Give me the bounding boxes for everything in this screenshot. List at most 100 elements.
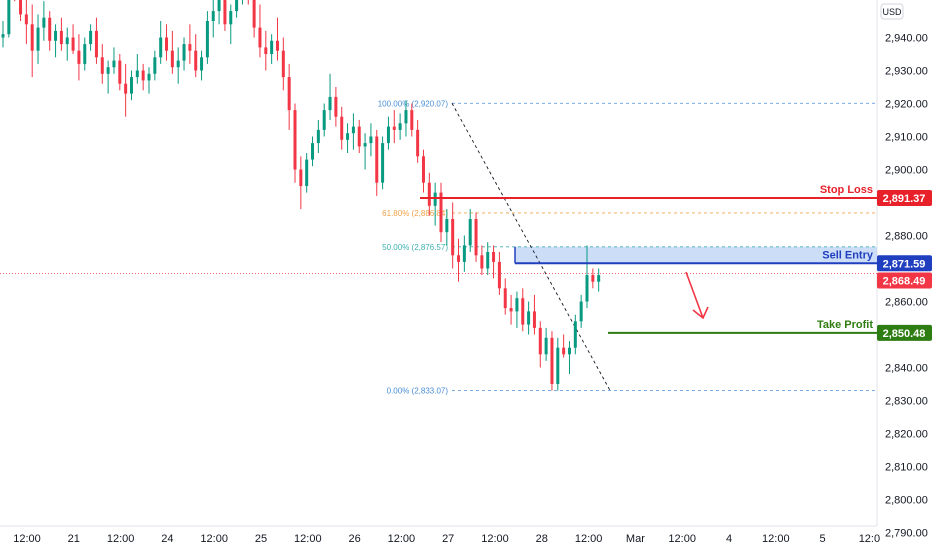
candle <box>392 110 396 144</box>
price-tick-label: 2,920.00 <box>885 99 928 111</box>
candle <box>404 100 408 137</box>
candle <box>147 67 151 94</box>
time-tick-label: 24 <box>161 533 173 545</box>
sell-entry-label: Sell Entry <box>822 249 874 261</box>
candle <box>135 54 139 84</box>
candle <box>270 34 274 64</box>
price-tick-label: 2,900.00 <box>885 165 928 177</box>
candle <box>141 63 145 91</box>
candle <box>544 327 548 361</box>
candle <box>293 103 297 183</box>
time-tick-label: 4 <box>726 533 732 545</box>
candle <box>492 245 496 279</box>
candle <box>112 47 116 74</box>
candle <box>573 314 577 355</box>
candle <box>421 149 425 193</box>
candle <box>538 321 542 368</box>
fib-level-label: 50.00% (2,876.57) <box>382 243 448 252</box>
stop-loss-price-badge <box>877 189 932 206</box>
take-profit-price-badge <box>877 324 932 341</box>
price-tick-label: 2,940.00 <box>885 33 928 45</box>
price-tick-label: 2,810.00 <box>885 462 928 474</box>
current-price-text: 2,868.49 <box>883 275 926 287</box>
candle <box>462 235 466 272</box>
time-tick-label: 26 <box>348 533 360 545</box>
time-axis[interactable]: 12:00 21 12:00 24 12:00 25 12:00 26 12:00 27 12:00… <box>0 525 880 545</box>
candle <box>357 120 361 153</box>
time-tick-label: 12:00 <box>13 533 41 545</box>
candle <box>445 209 449 246</box>
candle <box>468 209 472 252</box>
candle <box>30 4 34 78</box>
candle <box>386 116 390 150</box>
candle <box>527 301 531 335</box>
candle <box>381 136 385 190</box>
candle <box>497 252 501 295</box>
candle <box>194 34 198 78</box>
price-tick-label: 2,840.00 <box>885 363 928 375</box>
candle <box>54 24 58 58</box>
candle <box>556 337 560 391</box>
sell-entry-zone[interactable] <box>515 246 877 264</box>
time-tick-label: 12:00 <box>388 533 416 545</box>
candle <box>235 0 239 18</box>
price-tick-label: 2,830.00 <box>885 396 928 408</box>
price-tick-label: 2,930.00 <box>885 66 928 78</box>
take-profit-label: Take Profit <box>817 319 873 331</box>
candle <box>340 106 344 150</box>
current-price-badge <box>877 272 932 289</box>
candle <box>65 27 69 61</box>
candle <box>486 242 490 276</box>
candle <box>118 54 122 91</box>
candle <box>159 21 163 64</box>
candle <box>585 245 589 309</box>
candle <box>480 245 484 276</box>
candle <box>71 24 75 54</box>
candle <box>264 30 268 71</box>
candle <box>550 331 554 391</box>
candle <box>328 73 332 120</box>
candle <box>182 37 186 71</box>
take-profit-price-text: 2,850.48 <box>883 328 926 340</box>
time-tick-label: 12:00 <box>294 533 322 545</box>
candle <box>77 34 81 81</box>
candle <box>322 103 326 137</box>
time-tick-label: 5 <box>820 533 826 545</box>
candle <box>521 288 525 332</box>
fib-trend-line <box>451 103 611 391</box>
fib-level-label: 61.80% (2,886.84) <box>382 209 448 218</box>
sell-entry-price-text: 2,871.59 <box>883 258 926 270</box>
candle <box>211 0 215 38</box>
candle <box>275 17 279 61</box>
price-tick-label: 2,860.00 <box>885 297 928 309</box>
sell-entry-price-badge <box>877 255 932 272</box>
candle <box>305 153 309 193</box>
time-tick-label: 12:0 <box>859 533 880 545</box>
candle <box>474 212 478 262</box>
candle <box>439 182 443 243</box>
candle <box>94 17 98 64</box>
candle <box>509 294 513 325</box>
candle <box>229 4 233 45</box>
candle <box>311 136 315 167</box>
candles <box>1 0 601 391</box>
candle <box>165 24 169 61</box>
time-tick-label: 27 <box>442 533 454 545</box>
candle <box>375 129 379 196</box>
candle <box>597 268 601 292</box>
candle <box>363 133 367 170</box>
time-tick-label: 12:00 <box>481 533 509 545</box>
candle <box>200 50 204 81</box>
price-tick-label: 2,790.00 <box>885 528 928 540</box>
candle <box>591 268 595 289</box>
time-tick-label: 25 <box>255 533 267 545</box>
time-tick-label: 12:00 <box>575 533 603 545</box>
candle <box>258 4 262 58</box>
candle <box>24 0 28 45</box>
candle <box>83 37 87 71</box>
projection-arrow[interactable] <box>685 271 709 320</box>
candle <box>205 11 209 64</box>
candle <box>252 0 256 38</box>
fibonacci-retracement[interactable]: 100.00% (2,920.07) 61.80% (2,886.84) 50.00… <box>378 99 877 395</box>
